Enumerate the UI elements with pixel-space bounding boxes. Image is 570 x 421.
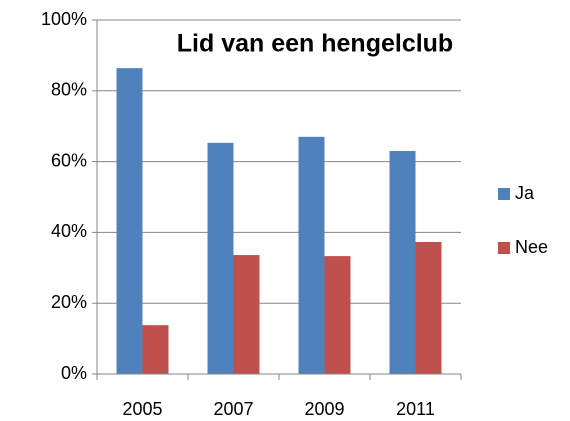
x-tick-label: 2005 [122, 399, 162, 419]
x-tick-label: 2009 [304, 399, 344, 419]
legend-swatch [498, 242, 510, 254]
y-tick-label: 20% [51, 292, 87, 312]
bar [116, 68, 143, 375]
y-tick-label: 80% [51, 80, 87, 100]
bar [207, 142, 234, 374]
bar [324, 256, 351, 374]
bar [142, 325, 169, 374]
x-tick-label: 2011 [396, 399, 435, 419]
chart-title: Lid van een hengelclub [177, 30, 453, 58]
bar [233, 255, 260, 374]
y-tick-label: 0% [61, 363, 87, 383]
legend-label: Nee [515, 237, 548, 257]
bar [415, 241, 442, 374]
legend-label: Ja [515, 183, 535, 203]
y-tick-label: 100% [41, 9, 87, 29]
legend-swatch [498, 188, 510, 200]
x-tick-label: 2007 [213, 399, 253, 419]
bar [389, 150, 416, 374]
y-tick-label: 40% [51, 221, 87, 241]
y-tick-label: 60% [51, 150, 87, 170]
bar [298, 136, 325, 374]
